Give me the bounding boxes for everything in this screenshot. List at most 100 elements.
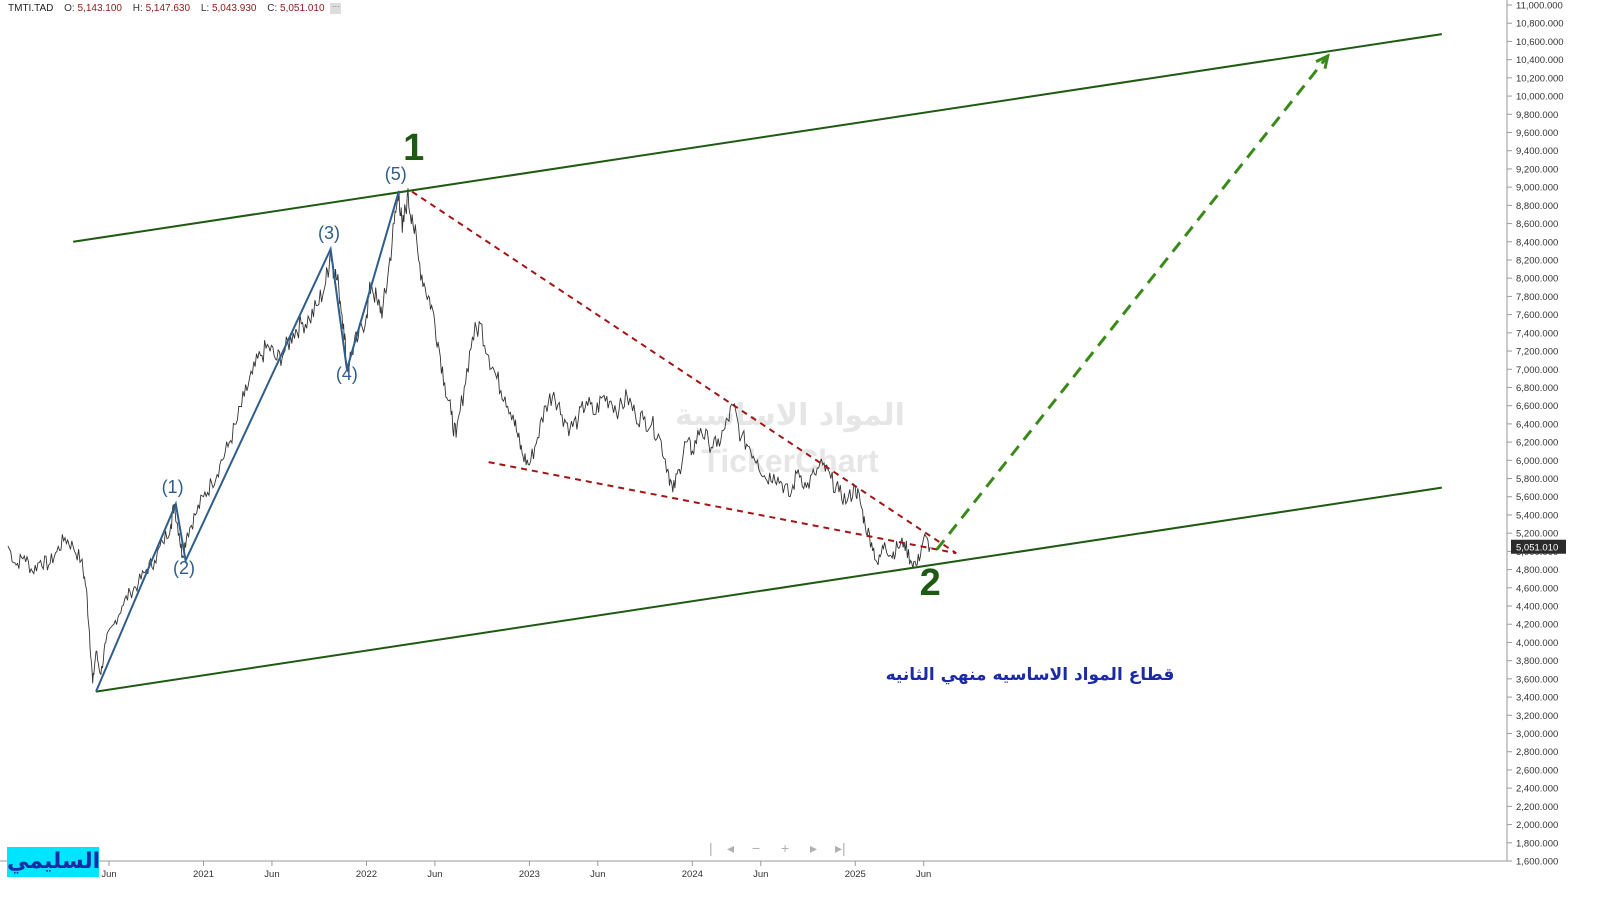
y-tick-label: 8,800.000 bbox=[1516, 201, 1558, 212]
x-tick-label: 2023 bbox=[519, 869, 540, 880]
x-tick-label: 2021 bbox=[193, 869, 214, 880]
price-axis[interactable]: 1,600.000 1,800.000 2,000.000 2,200.000 2,40… bbox=[1506, 0, 1597, 899]
y-tick-label: 7,800.000 bbox=[1516, 292, 1558, 303]
open-label: O: bbox=[64, 3, 75, 15]
y-tick-label: 3,800.000 bbox=[1516, 656, 1558, 667]
y-tick-label: 6,800.000 bbox=[1516, 383, 1558, 394]
prev-icon[interactable]: ◂ bbox=[727, 840, 735, 856]
major-wave-label: 2 bbox=[920, 562, 941, 604]
watermark: المواد الاساسية TickerChart bbox=[675, 398, 905, 479]
y-tick-label: 4,200.000 bbox=[1516, 620, 1558, 631]
chart-navigation: | ◂ − + ▸ ▸| bbox=[709, 838, 849, 860]
wave-labels: (1) (2) (3) (4) (5)1 2 bbox=[162, 127, 941, 604]
channel-lower-line bbox=[95, 486, 1442, 693]
y-tick-label: 6,000.000 bbox=[1516, 456, 1558, 467]
watermark-sector-name: المواد الاساسية bbox=[675, 398, 905, 433]
high-label: H: bbox=[132, 3, 143, 15]
wedge-upper-line bbox=[411, 190, 957, 555]
y-tick-label: 3,600.000 bbox=[1516, 674, 1558, 685]
minor-wave-label: (2) bbox=[173, 558, 195, 578]
y-tick-label: 4,000.000 bbox=[1516, 638, 1558, 649]
y-tick-label: 5,800.000 bbox=[1516, 474, 1558, 485]
y-tick-label: 7,000.000 bbox=[1516, 365, 1558, 376]
y-tick-label: 9,000.000 bbox=[1516, 183, 1558, 194]
y-tick-label: 10,200.000 bbox=[1516, 73, 1564, 84]
channel-upper-line bbox=[73, 33, 1442, 243]
annotation-text: قطاع المواد الاساسيه منهي الثانيه bbox=[886, 665, 1175, 685]
time-axis[interactable]: Jun 2021 Jun 2022 Jun 2023 Jun 2024 Jun 2025 Jun bbox=[0, 860, 1507, 880]
y-tick-label: 2,200.000 bbox=[1516, 802, 1558, 813]
low-value: 5,043.930 bbox=[211, 3, 257, 15]
y-tick-label: 2,000.000 bbox=[1516, 820, 1558, 831]
y-tick-label: 7,200.000 bbox=[1516, 347, 1558, 358]
minor-wave-label: (4) bbox=[336, 364, 358, 384]
y-tick-label: 11,000.000 bbox=[1516, 1, 1563, 12]
x-tick-label: Jun bbox=[916, 869, 931, 880]
price-series bbox=[7, 188, 931, 684]
projection-arrow bbox=[935, 53, 1330, 551]
y-tick-label: 2,600.000 bbox=[1516, 765, 1558, 776]
low-label: L: bbox=[200, 3, 210, 15]
y-tick-label: 3,200.000 bbox=[1516, 711, 1558, 722]
channel-lines bbox=[73, 33, 1442, 693]
y-tick-label: 9,800.000 bbox=[1516, 110, 1558, 121]
y-tick-label: 10,600.000 bbox=[1516, 37, 1564, 48]
y-tick-label: 9,200.000 bbox=[1516, 164, 1558, 175]
y-tick-label: 8,200.000 bbox=[1516, 255, 1558, 266]
x-tick-label: Jun bbox=[427, 869, 442, 880]
last-price-badge bbox=[1511, 539, 1566, 554]
plus-icon[interactable]: + bbox=[781, 840, 790, 856]
arrow-head-icon bbox=[1315, 53, 1330, 70]
minor-wave-label: (3) bbox=[318, 223, 340, 243]
impulse-wave-path bbox=[95, 190, 400, 692]
last-price-label: 5,051.010 bbox=[1516, 543, 1558, 554]
y-tick-label: 9,600.000 bbox=[1516, 128, 1558, 139]
ohlc-header: TMTI.TAD O: 5,143.100 H: 5,147.630 L: 5,… bbox=[8, 3, 342, 15]
y-tick-label: 7,600.000 bbox=[1516, 310, 1558, 321]
close-label: C: bbox=[267, 3, 278, 15]
y-tick-label: 7,400.000 bbox=[1516, 328, 1558, 339]
high-value: 5,147.630 bbox=[145, 3, 191, 15]
divider-icon: | bbox=[709, 840, 713, 856]
y-tick-label: 4,800.000 bbox=[1516, 565, 1558, 576]
y-tick-label: 10,400.000 bbox=[1516, 55, 1564, 66]
y-tick-label: 8,000.000 bbox=[1516, 274, 1558, 285]
y-tick-label: 3,400.000 bbox=[1516, 693, 1558, 704]
y-tick-label: 10,000.000 bbox=[1516, 92, 1564, 103]
x-tick-label: 2022 bbox=[356, 869, 377, 880]
y-tick-label: 2,800.000 bbox=[1516, 747, 1558, 758]
y-tick-label: 5,400.000 bbox=[1516, 510, 1558, 521]
y-tick-label: 10,800.000 bbox=[1516, 19, 1564, 30]
wedge-lines bbox=[411, 190, 957, 555]
minor-wave-label: (5) bbox=[385, 164, 407, 184]
author-label: السليمي bbox=[7, 847, 100, 877]
x-tick-label: 2024 bbox=[682, 869, 703, 880]
y-tick-label: 1,800.000 bbox=[1516, 838, 1558, 849]
y-tick-label: 4,600.000 bbox=[1516, 583, 1558, 594]
x-tick-label: Jun bbox=[590, 869, 605, 880]
next-icon[interactable]: ▸ bbox=[810, 840, 818, 856]
close-value: 5,051.010 bbox=[280, 3, 325, 15]
wedge-lower-line bbox=[488, 461, 957, 555]
impulse-path-line bbox=[95, 190, 400, 692]
axis-background bbox=[1507, 0, 1597, 899]
ellipsis-icon[interactable]: ··· bbox=[330, 3, 342, 14]
y-tick-label: 8,400.000 bbox=[1516, 237, 1558, 248]
y-tick-label: 1,600.000 bbox=[1516, 857, 1558, 868]
minus-icon[interactable]: − bbox=[752, 840, 761, 856]
symbol-label: TMTI.TAD bbox=[8, 3, 54, 15]
price-line bbox=[7, 188, 931, 684]
y-tick-label: 6,400.000 bbox=[1516, 419, 1558, 430]
projection-line bbox=[935, 55, 1329, 551]
y-tick-label: 4,400.000 bbox=[1516, 602, 1558, 613]
end-icon[interactable]: ▸| bbox=[835, 840, 846, 856]
y-tick-label: 6,600.000 bbox=[1516, 401, 1558, 412]
y-tick-label: 2,400.000 bbox=[1516, 784, 1558, 795]
open-value: 5,143.100 bbox=[77, 3, 123, 15]
y-tick-label: 9,400.000 bbox=[1516, 146, 1558, 157]
major-wave-label: 1 bbox=[403, 127, 424, 169]
x-tick-label: Jun bbox=[264, 869, 279, 880]
x-tick-label: Jun bbox=[753, 869, 768, 880]
x-tick-label: Jun bbox=[101, 869, 116, 880]
